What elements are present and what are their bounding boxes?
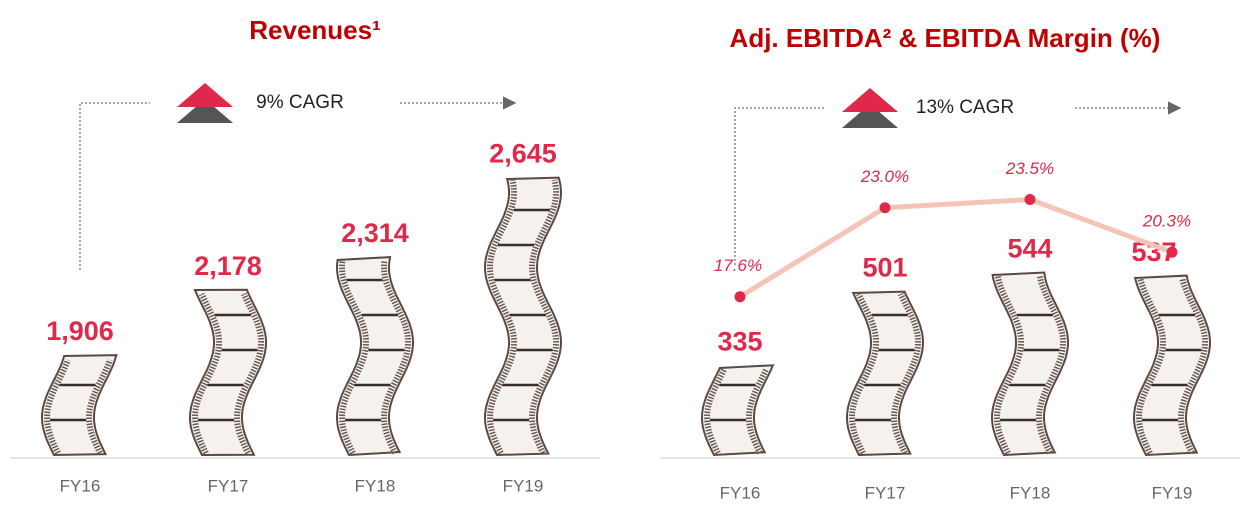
sprocket-holes	[43, 358, 71, 455]
x-tick-label: FY19	[1152, 483, 1193, 502]
x-tick-label: FY19	[503, 476, 544, 495]
data-label: 2,645	[489, 139, 557, 169]
film-strip	[701, 364, 775, 457]
film-strip	[991, 271, 1069, 457]
data-label: 2,314	[341, 218, 409, 248]
sprocket-holes	[528, 179, 560, 455]
bar	[846, 290, 925, 457]
film-strip	[1133, 274, 1211, 457]
sprocket-holes	[380, 260, 412, 455]
cagr-line	[79, 102, 150, 270]
film-strip	[484, 176, 563, 457]
margin-point	[1166, 246, 1178, 258]
bar	[1133, 274, 1211, 457]
cagr-icon-front	[842, 88, 898, 112]
sprocket-holes	[703, 367, 728, 455]
film-strip	[41, 354, 118, 457]
film-strip	[336, 256, 414, 457]
sprocket-holes	[85, 358, 113, 455]
sprocket-holes	[1135, 278, 1167, 455]
film-strip	[846, 290, 925, 457]
margin-label: 23.5%	[1005, 159, 1054, 178]
cagr-icon-back	[842, 104, 898, 128]
x-tick-label: FY18	[1010, 483, 1051, 502]
chart-title: Revenues¹	[249, 15, 381, 45]
bar	[701, 364, 775, 457]
x-tick-label: FY16	[720, 483, 761, 502]
sprocket-holes	[848, 292, 880, 455]
sprocket-holes	[338, 260, 370, 455]
margin-point	[734, 291, 746, 303]
cagr-line	[734, 107, 825, 265]
margin-point	[1024, 193, 1036, 205]
sprocket-holes	[233, 292, 265, 455]
sprocket-holes	[486, 179, 518, 455]
sprocket-holes	[191, 292, 223, 455]
sprocket-holes	[1177, 278, 1209, 455]
data-label: 2,178	[194, 251, 262, 281]
data-label: 335	[717, 326, 762, 356]
sprocket-holes	[1035, 275, 1067, 455]
bar	[189, 288, 267, 457]
data-label: 544	[1007, 234, 1052, 264]
chart-title: Adj. EBITDA² & EBITDA Margin (%)	[730, 23, 1161, 53]
cagr-label: 9% CAGR	[256, 92, 344, 113]
margin-point	[879, 202, 891, 214]
sprocket-holes	[890, 292, 922, 455]
x-tick-label: FY18	[355, 476, 396, 495]
margin-label: 20.3%	[1142, 212, 1191, 231]
sprocket-holes	[993, 275, 1025, 455]
x-tick-label: FY17	[865, 483, 906, 502]
cagr-icon-front	[177, 83, 233, 107]
sprocket-holes	[745, 367, 770, 455]
data-label: 501	[862, 253, 907, 283]
film-strip	[189, 288, 267, 457]
margin-line	[738, 196, 1173, 299]
cagr-icon-back	[177, 99, 233, 123]
margin-label: 17.6%	[714, 256, 762, 275]
data-label: 1,906	[46, 316, 114, 346]
bar	[336, 256, 414, 457]
bar	[991, 271, 1069, 457]
x-tick-label: FY17	[208, 476, 249, 495]
x-tick-label: FY16	[60, 476, 101, 495]
cagr-label: 13% CAGR	[916, 97, 1014, 118]
margin-label: 23.0%	[860, 167, 909, 186]
